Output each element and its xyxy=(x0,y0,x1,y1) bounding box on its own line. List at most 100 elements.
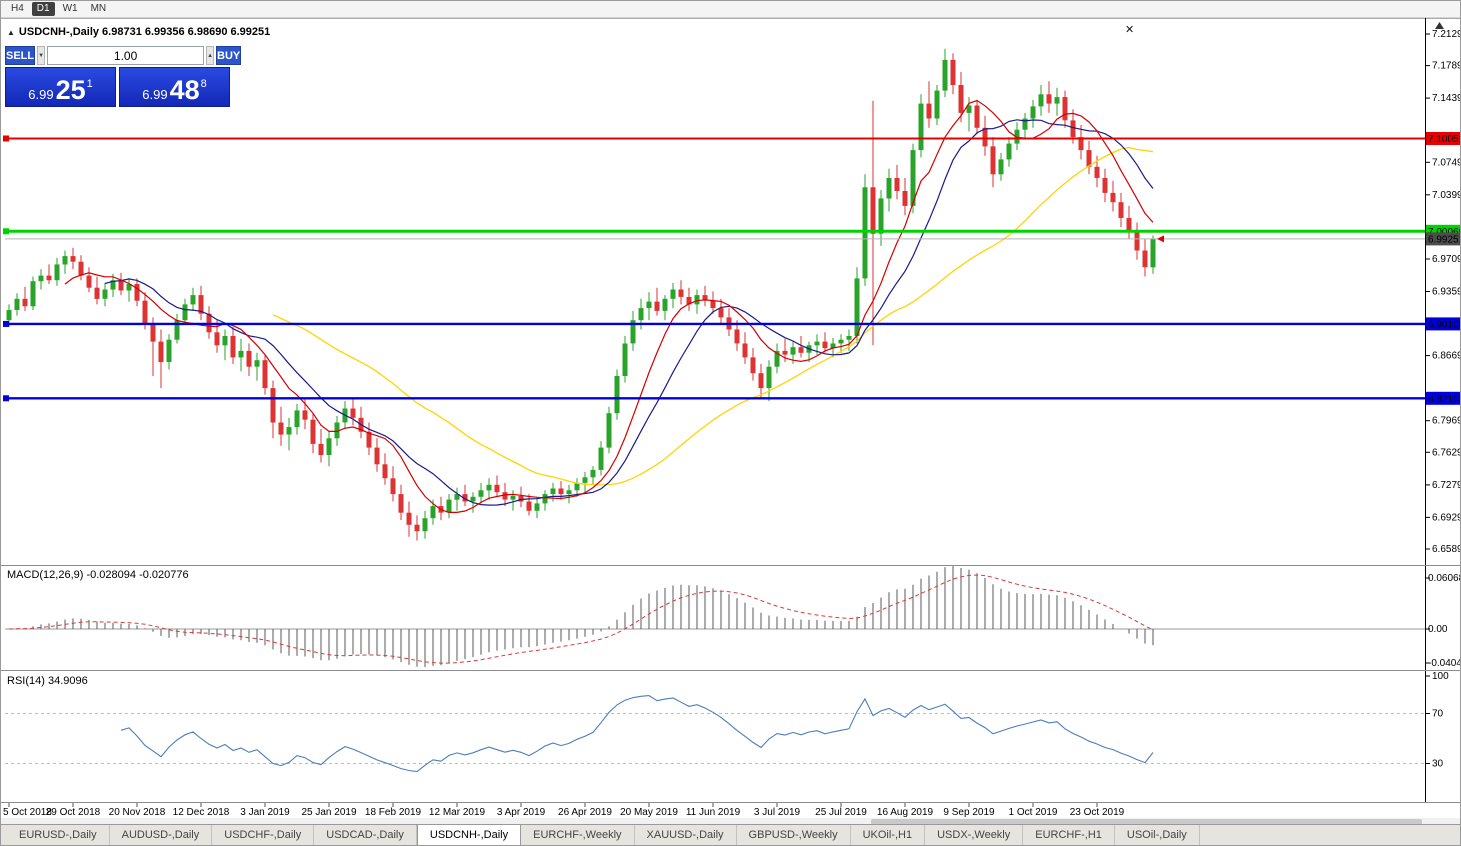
buy-button[interactable]: BUY xyxy=(216,46,242,65)
ma-slow-line xyxy=(272,146,1154,486)
svg-text:7.07490: 7.07490 xyxy=(1432,157,1461,168)
svg-text:0.00: 0.00 xyxy=(1428,624,1448,635)
horizontal-scrollbar[interactable] xyxy=(1,818,1461,826)
tab-audusd-daily[interactable]: AUDUSD-,Daily xyxy=(110,825,213,845)
sell-price-button[interactable]: 6.99 25 1 xyxy=(5,67,116,107)
buy-price-pip: 8 xyxy=(200,78,207,90)
svg-text:7.21290: 7.21290 xyxy=(1432,29,1461,40)
svg-text:6.86690: 6.86690 xyxy=(1432,351,1461,362)
svg-text:70: 70 xyxy=(1432,709,1444,720)
svg-text:20 May 2019: 20 May 2019 xyxy=(620,807,678,818)
svg-text:6.82103: 6.82103 xyxy=(1428,394,1461,405)
svg-text:6.72790: 6.72790 xyxy=(1432,480,1461,491)
svg-text:0.060687: 0.060687 xyxy=(1428,573,1461,584)
svg-text:5 Oct 2018: 5 Oct 2018 xyxy=(3,807,52,818)
moving-averages-layer xyxy=(64,99,1154,513)
scrollbar-thumb[interactable] xyxy=(871,819,1422,825)
rsi-line xyxy=(120,695,1154,773)
candles-layer xyxy=(6,48,1156,541)
tab-ukoil-h1[interactable]: UKOil-,H1 xyxy=(851,825,926,845)
svg-text:6.79690: 6.79690 xyxy=(1432,416,1461,427)
tab-eurusd-daily[interactable]: EURUSD-,Daily xyxy=(7,825,110,845)
tab-gbpusd-weekly[interactable]: GBPUSD-,Weekly xyxy=(737,825,851,845)
sell-button[interactable]: SELL xyxy=(5,46,36,65)
svg-text:12 Mar 2019: 12 Mar 2019 xyxy=(429,807,486,818)
tab-usdcad-daily[interactable]: USDCAD-,Daily xyxy=(314,825,417,845)
macd-label: MACD(12,26,9) -0.028094 -0.020776 xyxy=(7,569,189,581)
svg-text:9 Sep 2019: 9 Sep 2019 xyxy=(943,807,995,818)
timeframe-w1[interactable]: W1 xyxy=(62,3,78,14)
collapse-trade-panel-icon[interactable]: ▲ xyxy=(7,27,15,37)
svg-text:29 Oct 2018: 29 Oct 2018 xyxy=(46,807,101,818)
timeframe-toolbar: H4 D1 W1 MN xyxy=(1,1,1460,18)
svg-text:6.69290: 6.69290 xyxy=(1432,512,1461,523)
timeframe-buttons: H4 D1 W1 MN xyxy=(6,2,111,16)
buy-price-main: 6.99 xyxy=(142,87,168,102)
svg-text:6.97090: 6.97090 xyxy=(1432,254,1461,265)
rsi-pane: 100 70 30 xyxy=(5,671,1449,773)
svg-text:25 Jan 2019: 25 Jan 2019 xyxy=(301,807,356,818)
macd-signal-line xyxy=(8,574,1154,664)
volume-increment-button[interactable]: ▲ xyxy=(206,46,215,65)
timeframe-mn[interactable]: MN xyxy=(90,3,107,14)
price-axis: 7.21290 7.17890 7.14390 7.07490 7.03990 6.970… xyxy=(1425,18,1461,803)
ma-fast-line xyxy=(64,99,1154,513)
tab-xauusd-daily[interactable]: XAUUSD-,Daily xyxy=(635,825,737,845)
chart-canvas[interactable]: 7.21290 7.17890 7.14390 7.07490 7.03990 6.970… xyxy=(1,18,1461,826)
svg-text:25 Jul 2019: 25 Jul 2019 xyxy=(815,807,867,818)
levels-layer xyxy=(3,135,1425,402)
axis-price-label xyxy=(1426,391,1460,405)
svg-text:26 Apr 2019: 26 Apr 2019 xyxy=(558,807,612,818)
tab-usdcnh-daily[interactable]: USDCNH-,Daily xyxy=(416,825,522,845)
timeframe-d1[interactable]: D1 xyxy=(31,2,55,16)
axis-scale-marker-icon[interactable] xyxy=(1435,22,1444,29)
tab-usdchf-daily[interactable]: USDCHF-,Daily xyxy=(212,825,315,845)
volume-decrement-button[interactable]: ▼ xyxy=(37,46,46,65)
svg-text:6.93590: 6.93590 xyxy=(1432,287,1461,298)
svg-text:11 Jun 2019: 11 Jun 2019 xyxy=(686,807,741,818)
timeframe-h4[interactable]: H4 xyxy=(11,3,24,14)
svg-text:100: 100 xyxy=(1432,671,1449,682)
svg-text:3 Jul 2019: 3 Jul 2019 xyxy=(754,807,801,818)
chart-window: 7.21290 7.17890 7.14390 7.07490 7.03990 6.970… xyxy=(1,18,1461,826)
svg-text:7.14390: 7.14390 xyxy=(1432,93,1461,104)
svg-text:18 Feb 2019: 18 Feb 2019 xyxy=(365,807,422,818)
svg-text:3 Apr 2019: 3 Apr 2019 xyxy=(497,807,546,818)
volume-input[interactable] xyxy=(47,46,205,65)
svg-text:3 Jan 2019: 3 Jan 2019 xyxy=(240,807,290,818)
svg-text:23 Oct 2019: 23 Oct 2019 xyxy=(1070,807,1125,818)
last-price-marker xyxy=(1157,235,1164,243)
close-icon[interactable]: ✕ xyxy=(1125,24,1135,36)
sell-price-big: 25 xyxy=(55,75,86,105)
svg-text:30: 30 xyxy=(1432,759,1444,770)
axis-price-label xyxy=(1426,132,1460,145)
tab-usoil-daily[interactable]: USOil-,Daily xyxy=(1115,825,1200,845)
buy-price-button[interactable]: 6.99 48 8 xyxy=(119,67,230,107)
svg-text:7.03990: 7.03990 xyxy=(1432,190,1461,201)
axis-price-label xyxy=(1426,232,1460,246)
macd-pane: 0.060687 0.00 -0.040431 xyxy=(5,566,1461,669)
buy-price-big: 48 xyxy=(169,75,200,105)
svg-text:6.76290: 6.76290 xyxy=(1432,447,1461,458)
chart-tabs-bar: EURUSD-,Daily AUDUSD-,Daily USDCHF-,Daily U… xyxy=(1,824,1460,845)
axis-price-label xyxy=(1426,317,1460,331)
svg-text:-0.040431: -0.040431 xyxy=(1428,658,1461,669)
svg-text:7.10051: 7.10051 xyxy=(1428,134,1461,145)
sell-price-pip: 1 xyxy=(86,78,93,90)
ma-mid-line xyxy=(104,119,1154,506)
svg-text:16 Aug 2019: 16 Aug 2019 xyxy=(877,807,934,818)
chart-background xyxy=(1,18,1460,826)
svg-text:1 Oct 2019: 1 Oct 2019 xyxy=(1009,807,1058,818)
sell-price-main: 6.99 xyxy=(28,87,54,102)
tab-usdx-weekly[interactable]: USDX-,Weekly xyxy=(925,825,1024,845)
tab-eurchf-weekly[interactable]: EURCHF-,Weekly xyxy=(521,825,635,845)
rsi-label: RSI(14) 34.9096 xyxy=(7,675,88,687)
svg-text:12 Dec 2018: 12 Dec 2018 xyxy=(173,807,230,818)
svg-text:7.17890: 7.17890 xyxy=(1432,61,1461,72)
svg-text:6.90100: 6.90100 xyxy=(1428,319,1461,330)
tab-eurchf-h1[interactable]: EURCHF-,H1 xyxy=(1023,825,1115,845)
svg-text:6.65890: 6.65890 xyxy=(1432,544,1461,555)
